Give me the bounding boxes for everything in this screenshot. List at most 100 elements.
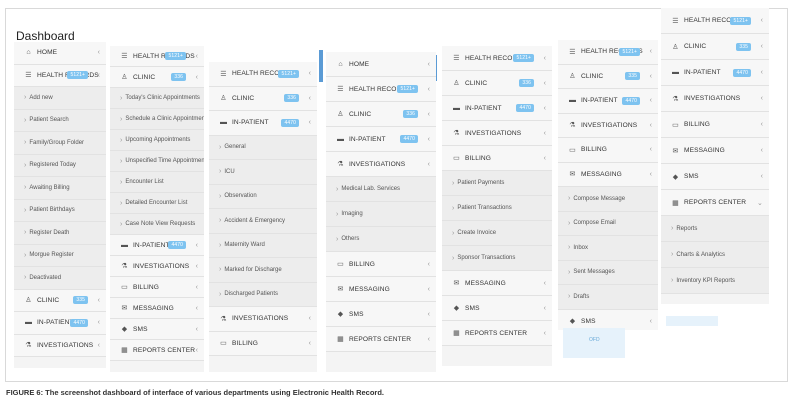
menu-item-sms[interactable]: ◆ SMS ‹: [558, 309, 658, 330]
menu-item-investigations[interactable]: ⚗ INVESTIGATIONS ‹: [326, 152, 436, 177]
menu-item-reports-center[interactable]: ▦ REPORTS CENTER ‹: [442, 321, 552, 346]
menu-item-billing[interactable]: ▭ BILLING ‹: [209, 331, 317, 356]
submenu-item-maternity-ward[interactable]: › Maternity Ward: [209, 233, 317, 258]
list-icon: ☰: [121, 53, 128, 60]
chevron-right-icon: ›: [671, 251, 674, 258]
submenu-item-discharged-patients[interactable]: › Discharged Patients: [209, 282, 317, 307]
submenu-item-encounter-list[interactable]: › Encounter List: [110, 172, 204, 193]
submenu-item-patient-search[interactable]: › Patient Search: [14, 109, 106, 132]
menu-item-label: Today's Clinic Appointments: [125, 95, 200, 101]
submenu-item-schedule-a-clinic-appointment[interactable]: › Schedule a Clinic Appointment: [110, 109, 204, 130]
menu-item-clinic[interactable]: ♙ CLINIC 335 ‹: [14, 289, 106, 312]
menu-item-investigations[interactable]: ⚗ INVESTIGATIONS ‹: [110, 256, 204, 277]
submenu-item-compose-email[interactable]: › Compose Email: [558, 211, 658, 236]
submenu-item-unspecified-time-appointments[interactable]: › Unspecified Time Appointments: [110, 151, 204, 172]
billing-icon: ▭: [453, 155, 460, 162]
submenu-item-observation[interactable]: › Observation: [209, 184, 317, 209]
submenu-item-patient-payments[interactable]: › Patient Payments: [442, 171, 552, 196]
submenu-item-inbox[interactable]: › Inbox: [558, 236, 658, 261]
menu-item-investigations[interactable]: ⚗ INVESTIGATIONS ‹: [14, 334, 106, 357]
submenu-item-patient-birthdays[interactable]: › Patient Birthdays: [14, 199, 106, 222]
submenu-item-charts-analytics[interactable]: › Charts & Analytics: [661, 242, 769, 268]
menu-item-billing[interactable]: ▭ BILLING ‹: [442, 146, 552, 171]
submenu-item-today-s-clinic-appointments[interactable]: › Today's Clinic Appointments: [110, 88, 204, 109]
submenu-item-registered-today[interactable]: › Registered Today: [14, 154, 106, 177]
menu-item-messaging[interactable]: ✉ MESSAGING ‹: [110, 298, 204, 319]
submenu-item-detailed-encounter-list[interactable]: › Detailed Encounter List: [110, 193, 204, 214]
menu-item-in-patient[interactable]: ▬ IN-PATIENT 4470 ‹: [558, 89, 658, 114]
submenu-item-awaiting-billing[interactable]: › Awaiting Billing: [14, 177, 106, 200]
submenu-item-reports[interactable]: › Reports: [661, 216, 769, 242]
menu-item-home[interactable]: ⌂ HOME ‹: [326, 52, 436, 77]
count-badge: 5121+: [67, 71, 88, 80]
menu-item-messaging[interactable]: ✉ MESSAGING ‹: [558, 162, 658, 187]
menu-item-in-patient[interactable]: ▬ IN-PATIENT 4470 ‹: [661, 60, 769, 86]
menu-item-messaging[interactable]: ✉ MESSAGING ‹: [661, 138, 769, 164]
menu-item-in-patient[interactable]: ▬ IN-PATIENT 4470 ‹: [110, 235, 204, 256]
submenu-item-icu[interactable]: › ICU: [209, 160, 317, 185]
menu-item-clinic[interactable]: ♙ CLINIC 335 ‹: [558, 64, 658, 89]
menu-item-home[interactable]: ⌂ HOME ‹: [14, 42, 106, 65]
menu-item-messaging[interactable]: ✉ MESSAGING ‹: [442, 271, 552, 296]
menu-item-label: Maternity Ward: [224, 242, 265, 249]
menu-item-reports-center[interactable]: ▦ REPORTS CENTER ‹: [110, 340, 204, 361]
submenu-item-marked-for-discharge[interactable]: › Marked for Discharge: [209, 258, 317, 283]
menu-item-in-patient[interactable]: ▬ IN-PATIENT 4470 ‹: [442, 96, 552, 121]
menu-item-reports-center[interactable]: ▦ REPORTS CENTER ‹: [326, 327, 436, 352]
submenu-item-general[interactable]: › General: [209, 135, 317, 160]
submenu-item-inventory-kpi-reports[interactable]: › Inventory KPI Reports: [661, 268, 769, 294]
submenu-item-register-death[interactable]: › Register Death: [14, 222, 106, 245]
submenu-item-family-group-folder[interactable]: › Family/Group Folder: [14, 132, 106, 155]
submenu-item-create-invoice[interactable]: › Create Invoice: [442, 221, 552, 246]
menu-item-investigations[interactable]: ⚗ INVESTIGATIONS ‹: [661, 86, 769, 112]
menu-item-label: Registered Today: [29, 162, 76, 169]
count-badge: 5121+: [513, 54, 534, 62]
menu-item-investigations[interactable]: ⚗ INVESTIGATIONS ‹: [209, 307, 317, 332]
menu-item-in-patient[interactable]: ▬ IN-PATIENT 4470 ‹: [14, 312, 106, 335]
submenu-item-case-note-view-requests[interactable]: › Case Note View Requests: [110, 214, 204, 235]
submenu-item-compose-message[interactable]: › Compose Message: [558, 187, 658, 212]
chevron-left-icon: ‹: [97, 341, 100, 349]
menu-item-sms[interactable]: ◆ SMS ‹: [661, 164, 769, 190]
menu-item-label: CLINIC: [684, 43, 707, 50]
menu-item-in-patient[interactable]: ▬ IN-PATIENT 4470 ‹: [326, 127, 436, 152]
submenu-item-sent-messages[interactable]: › Sent Messages: [558, 260, 658, 285]
menu-item-sms[interactable]: ◆ SMS ‹: [110, 319, 204, 340]
menu-item-clinic[interactable]: ♙ CLINIC 336 ‹: [209, 86, 317, 111]
chevron-right-icon: ›: [120, 136, 123, 144]
submenu-item-others[interactable]: › Others: [326, 227, 436, 252]
submenu-item-deactivated[interactable]: › Deactivated: [14, 267, 106, 290]
chevron-left-icon: ‹: [760, 173, 763, 180]
submenu-item-sponsor-transactions[interactable]: › Sponsor Transactions: [442, 246, 552, 271]
menu-item-in-patient[interactable]: ▬ IN-PATIENT 4470 ‹: [209, 111, 317, 136]
menu-item-clinic[interactable]: ♙ CLINIC 335 ‹: [661, 34, 769, 60]
submenu-item-morgue-register[interactable]: › Morgue Register: [14, 244, 106, 267]
menu-item-billing[interactable]: ▭ BILLING ‹: [110, 277, 204, 298]
menu-item-reports-center[interactable]: ▦ REPORTS CENTER ⌄: [661, 190, 769, 216]
menu-item-billing[interactable]: ▭ BILLING ‹: [326, 252, 436, 277]
submenu-item-add-new[interactable]: › Add new: [14, 87, 106, 110]
submenu-item-patient-transactions[interactable]: › Patient Transactions: [442, 196, 552, 221]
menu-item-clinic[interactable]: ♙ CLINIC 336 ‹: [110, 67, 204, 88]
submenu-item-drafts[interactable]: › Drafts: [558, 285, 658, 310]
menu-item-clinic[interactable]: ♙ CLINIC 336 ‹: [442, 71, 552, 96]
submenu-item-accident-emergency[interactable]: › Accident & Emergency: [209, 209, 317, 234]
submenu-item-imaging[interactable]: › Imaging: [326, 202, 436, 227]
submenu-item-upcoming-appointments[interactable]: › Upcoming Appointments: [110, 130, 204, 151]
menu-item-billing[interactable]: ▭ BILLING ‹: [661, 112, 769, 138]
menu-item-sms[interactable]: ◆ SMS ‹: [442, 296, 552, 321]
menu-item-investigations[interactable]: ⚗ INVESTIGATIONS ‹: [442, 121, 552, 146]
menu-item-clinic[interactable]: ♙ CLINIC 336 ‹: [326, 102, 436, 127]
menu-item-investigations[interactable]: ⚗ INVESTIGATIONS ‹: [558, 113, 658, 138]
submenu-item-medical-lab-services[interactable]: › Medical Lab. Services: [326, 177, 436, 202]
menu-item-billing[interactable]: ▭ BILLING ‹: [558, 138, 658, 163]
menu-item-sms[interactable]: ◆ SMS ‹: [326, 302, 436, 327]
menu-item-messaging[interactable]: ✉ MESSAGING ‹: [326, 277, 436, 302]
